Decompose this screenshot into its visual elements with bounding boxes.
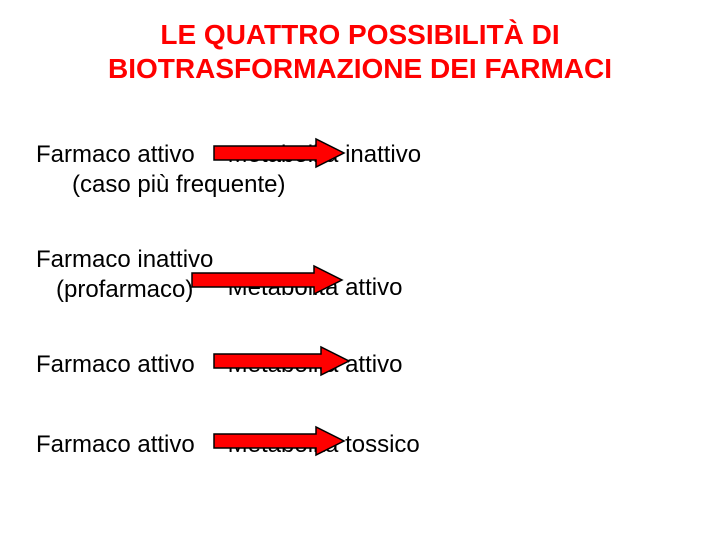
arrow-2-icon [190,264,344,296]
row-2: Farmaco inattivo (profarmaco) Metabolita… [36,245,684,305]
row-1: Farmaco attivo Metabolita inattivo (caso… [36,140,684,200]
row-2-left-text: Farmaco inattivo [36,246,213,273]
arrow-4-icon [212,425,346,457]
arrow-1-icon [212,137,346,169]
row-1-note: (caso più frequente) [36,170,684,200]
title-line-1: LE QUATTRO POSSIBILITÀ DI [160,19,559,50]
row-4: Farmaco attivo Metabolita tossico [36,430,684,460]
row-3-left: Farmaco attivo [36,350,221,380]
title-line-2: BIOTRASFORMAZIONE DEI FARMACI [108,53,612,84]
slide: LE QUATTRO POSSIBILITÀ DI BIOTRASFORMAZI… [0,0,720,540]
row-2-left-note: (profarmaco) [36,276,193,303]
row-3: Farmaco attivo Metabolita attivo [36,350,684,380]
row-1-left: Farmaco attivo [36,140,221,170]
row-4-left: Farmaco attivo [36,430,221,460]
arrow-3-icon [212,345,351,377]
slide-title: LE QUATTRO POSSIBILITÀ DI BIOTRASFORMAZI… [60,18,660,85]
